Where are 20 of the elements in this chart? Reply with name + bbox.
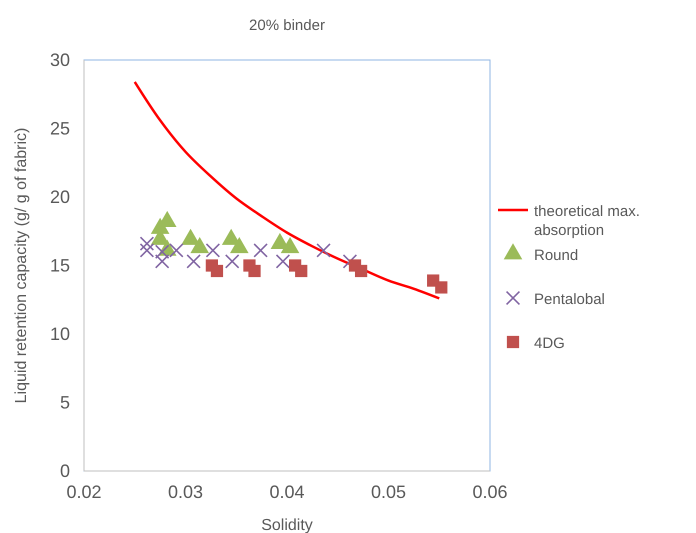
y-axis-title: Liquid retention capacity (g/ g of fabric): [13, 128, 30, 404]
x-tick-label: 0.03: [168, 482, 204, 502]
x-tick-label: 0.02: [66, 482, 102, 502]
legend-label: theoretical max. absorption: [534, 203, 640, 239]
legend-label: 4DG: [534, 335, 565, 352]
y-tick-label: 10: [50, 324, 70, 344]
y-tick-label: 15: [50, 255, 70, 276]
y-tick-label: 5: [60, 392, 70, 412]
x-tick-label: 0.05: [370, 482, 406, 502]
y-tick-label: 25: [50, 118, 70, 138]
legend-label: Round: [534, 247, 578, 264]
chart-title: 20% binder: [249, 17, 325, 34]
line-series: [134, 80, 440, 300]
x-tick-label: 0.06: [472, 482, 508, 502]
y-tick-label: 0: [60, 460, 70, 481]
y-tick-label: 30: [50, 50, 70, 70]
x-tick-label: 0.04: [269, 482, 305, 502]
legend-label: Pentalobal: [534, 291, 605, 308]
x-axis-title: Solidity: [261, 517, 313, 533]
y-tick-label: 20: [50, 186, 70, 207]
